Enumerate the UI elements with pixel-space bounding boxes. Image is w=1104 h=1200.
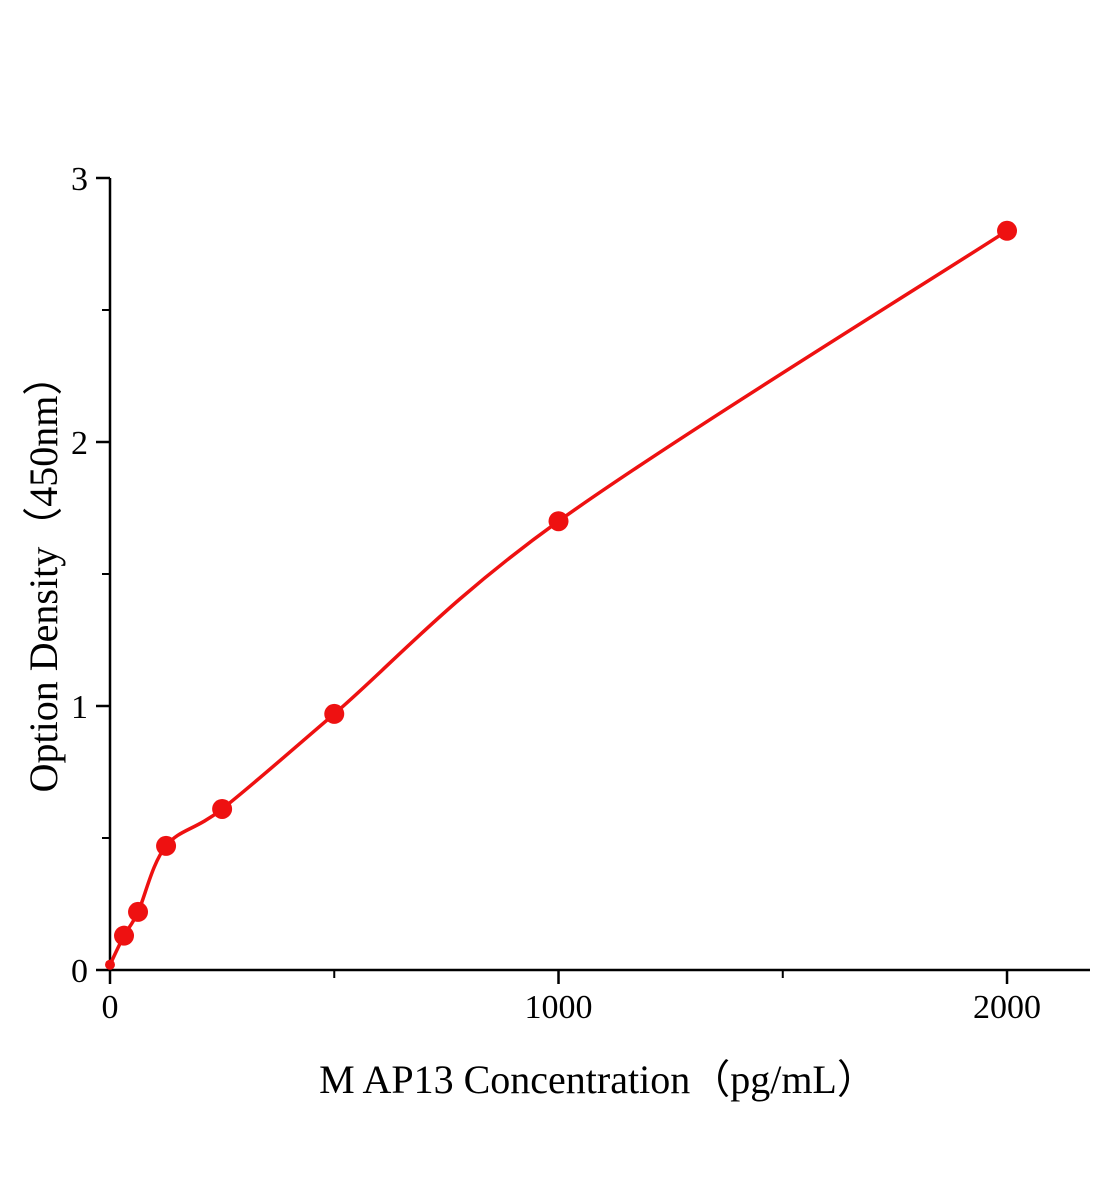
x-axis-title: M AP13 Concentration（pg/mL） xyxy=(319,1057,877,1102)
x-tick-label: 0 xyxy=(102,989,119,1026)
y-tick-label: 3 xyxy=(71,161,88,198)
data-point xyxy=(324,703,345,724)
data-point xyxy=(105,959,115,970)
data-point xyxy=(156,835,177,856)
data-point xyxy=(548,511,569,532)
y-tick-label: 0 xyxy=(71,953,88,990)
standard-curve xyxy=(108,229,1009,967)
x-tick-label: 2000 xyxy=(973,989,1041,1026)
data-point xyxy=(997,220,1018,241)
x-tick-label: 1000 xyxy=(525,989,593,1026)
y-axis-title: Option Density（450nm） xyxy=(21,355,66,793)
data-point xyxy=(128,901,149,922)
y-tick-label: 2 xyxy=(71,425,88,462)
data-point xyxy=(114,925,135,946)
y-tick-label: 1 xyxy=(71,689,88,726)
data-point xyxy=(212,798,233,819)
